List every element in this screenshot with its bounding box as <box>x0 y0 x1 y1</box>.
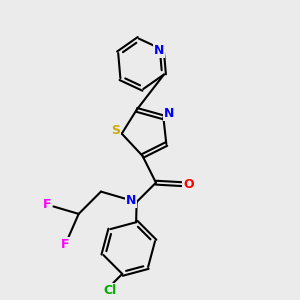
Text: F: F <box>43 199 51 212</box>
Text: F: F <box>61 238 70 251</box>
Text: O: O <box>183 178 194 191</box>
Text: N: N <box>154 44 164 57</box>
Text: N: N <box>126 194 136 207</box>
Text: Cl: Cl <box>104 284 117 297</box>
Text: N: N <box>164 107 174 120</box>
Text: S: S <box>111 124 120 137</box>
